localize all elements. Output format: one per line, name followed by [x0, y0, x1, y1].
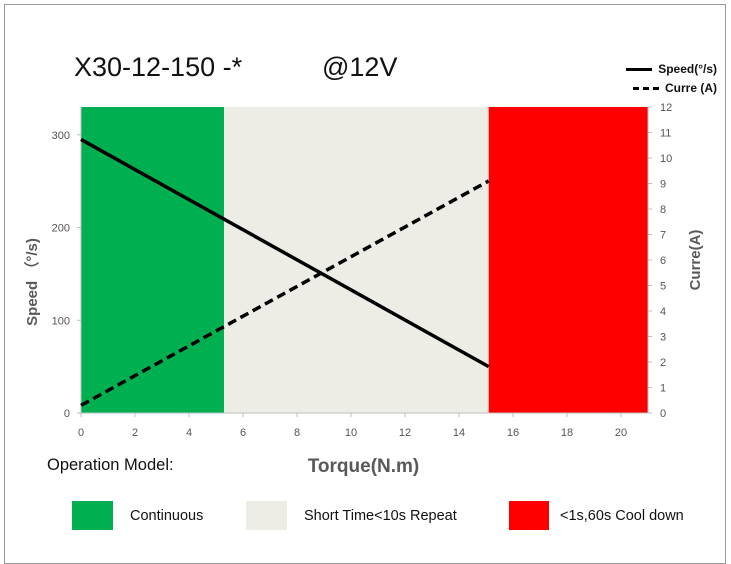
y2-axis-title: Curre(A)	[687, 230, 704, 291]
x-tick-label: 18	[561, 427, 573, 439]
y2-tick-label: 11	[660, 128, 671, 140]
legend-speed-label: Speed(°/s)	[658, 62, 717, 76]
x-tick-label: 16	[507, 427, 519, 439]
legend-key-cool-down: <1s,60s Cool down	[509, 501, 684, 530]
y2-tick-label: 12	[660, 102, 672, 114]
region-0	[81, 107, 225, 413]
legend-key-continuous: Continuous	[72, 501, 203, 530]
x-tick-label: 2	[132, 427, 138, 439]
y-tick-label: 100	[52, 315, 70, 327]
y2-tick-label: 10	[660, 153, 672, 165]
y2-tick-label: 0	[660, 408, 666, 420]
speed-line	[80, 137, 490, 369]
y-axis-title: Speed （°/s)	[23, 238, 41, 326]
y2-tick-label: 7	[660, 230, 666, 242]
y2-tick-label: 1	[660, 383, 666, 395]
continuous-label: Continuous	[130, 507, 204, 524]
chart-plot: 0 2 4 6 8 10 12 14 16 18 2001002003000123456789101…	[23, 102, 704, 477]
x-tick-label: 14	[453, 427, 465, 439]
legend-current: Curre (A)	[632, 81, 717, 95]
x-tick-label: 6	[240, 427, 246, 439]
x-tick-label: 12	[399, 427, 411, 439]
y2-tick-label: 2	[660, 357, 666, 369]
region-2	[488, 107, 648, 413]
cool-down-label: <1s,60s Cool down	[560, 507, 684, 524]
y-tick-label: 0	[64, 408, 70, 420]
continuous-swatch	[72, 501, 113, 530]
legend-current-label: Curre (A)	[664, 81, 717, 95]
y2-tick-label: 6	[660, 255, 666, 267]
legend-key-short-time: Short Time<10s Repeat	[246, 501, 457, 530]
y-tick-label: 200	[52, 223, 70, 235]
x-axis-title: Torque(N.m)	[308, 456, 420, 477]
legend-dashed-line-icon	[632, 86, 659, 90]
model-title: X30-12-150 -*	[74, 52, 243, 82]
cool-down-swatch	[509, 501, 549, 530]
x-tick-label: 0	[78, 427, 84, 439]
x-tick-label: 4	[186, 427, 192, 439]
y2-tick-label: 3	[660, 332, 666, 344]
y2-tick-label: 9	[660, 179, 666, 191]
short-time-label: Short Time<10s Repeat	[304, 507, 457, 524]
current-line	[80, 179, 490, 407]
y2-tick-label: 4	[660, 306, 666, 318]
x-tick-label: 8	[294, 427, 300, 439]
x-tick-label: 20	[615, 427, 627, 439]
operation-model-label: Operation Model:	[47, 456, 174, 474]
x-tick-label: 10	[345, 427, 357, 439]
legend-solid-line-icon	[626, 67, 653, 71]
y2-tick-label: 8	[660, 204, 666, 216]
legend-speed: Speed(°/s)	[626, 62, 717, 76]
y-tick-label: 300	[52, 130, 70, 142]
region-1	[224, 107, 489, 413]
y2-tick-label: 5	[660, 281, 666, 293]
voltage-title: @12V	[322, 52, 398, 82]
short-time-swatch	[246, 501, 287, 530]
